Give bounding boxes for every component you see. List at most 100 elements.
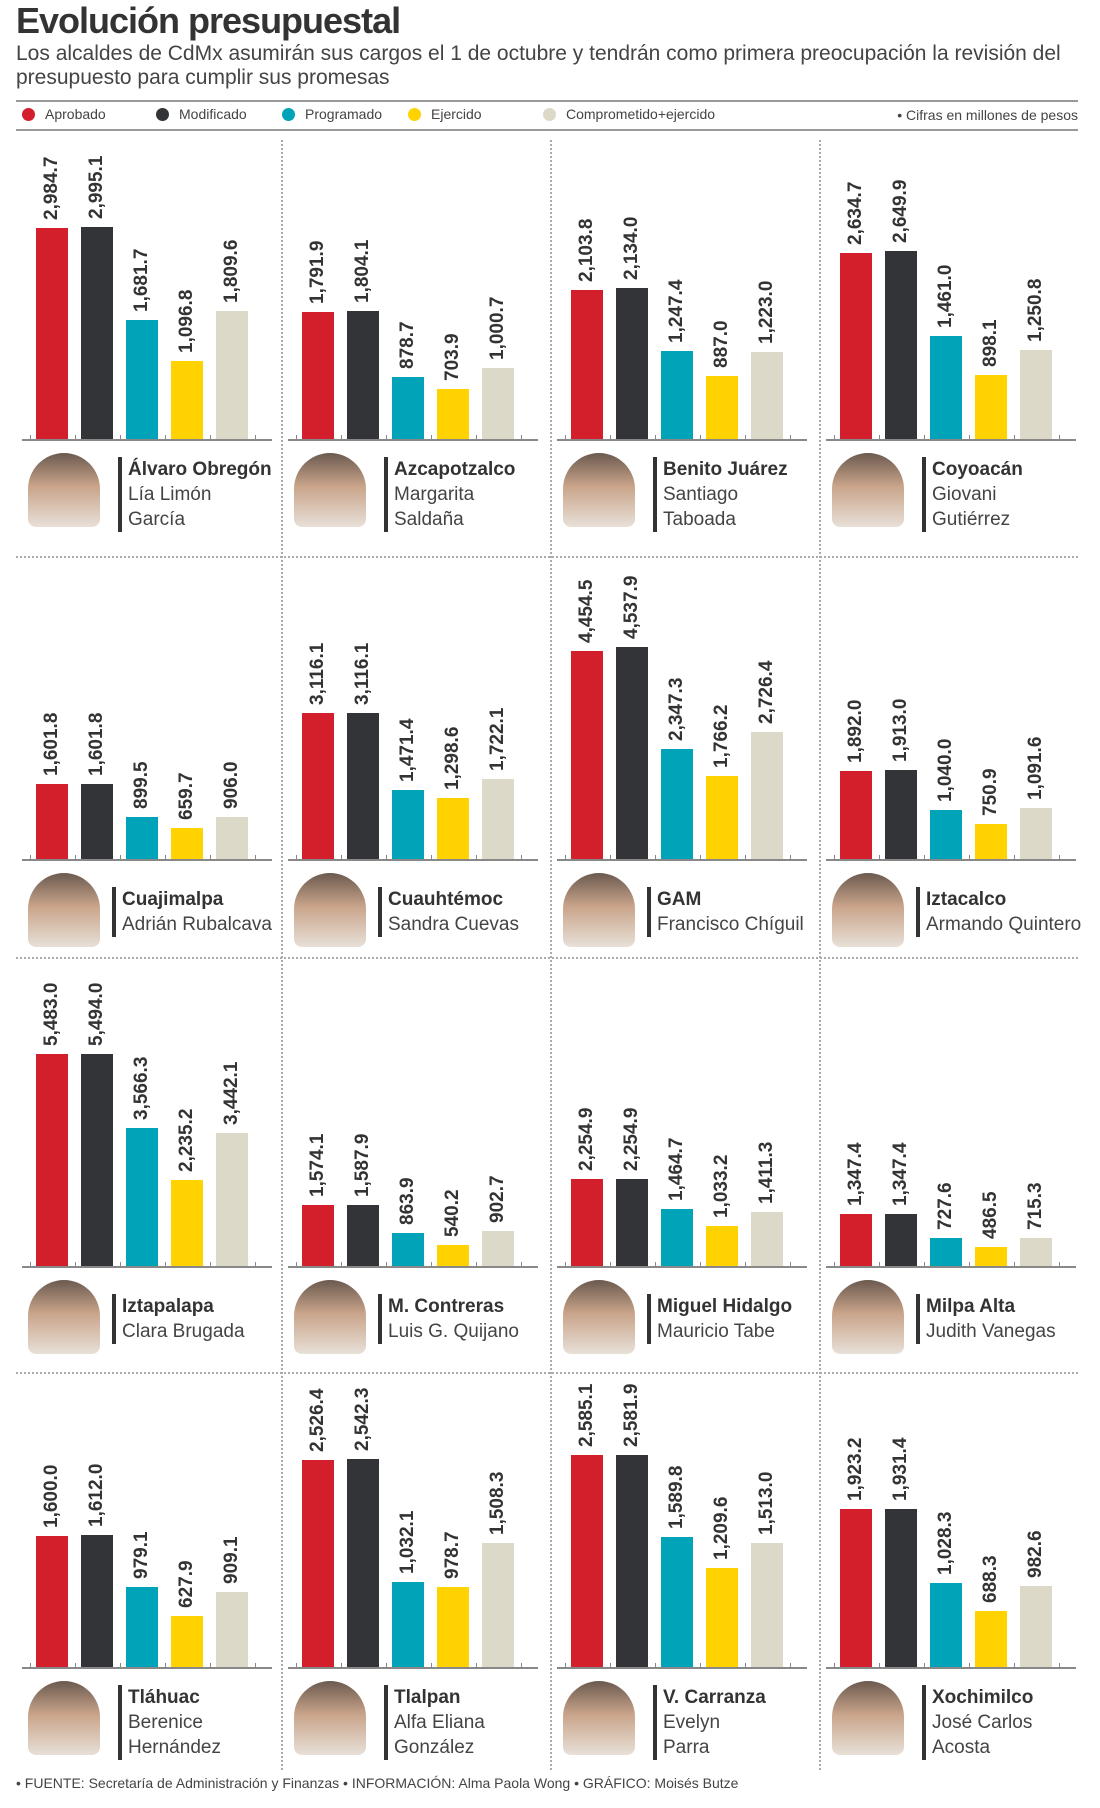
axis-tick [75,1663,76,1668]
axis-tick [255,1262,256,1267]
alcaldia-name: Tlalpan [394,1687,461,1708]
axis-tick [565,855,566,860]
data-label: 1,722.1 [487,707,508,771]
legend: Comprometido+ejercido Ejercido Programado M… [16,106,1078,126]
legend-swatch [282,107,295,121]
mayor-name: Armando Quintero [926,914,1082,935]
axis-tick [834,1663,835,1668]
bar-ejercido [437,798,469,859]
bar-modificado [347,1204,379,1266]
axis-tick [969,1262,970,1267]
axis-tick [431,435,432,440]
name-block: M. Contreras Luis G. Quijano [378,1294,519,1344]
axis-tick [834,435,835,440]
data-label: 1,600.0 [41,1464,62,1528]
x-axis [557,1667,807,1669]
bar-programado [126,816,158,859]
bar-ejercido [975,375,1007,439]
bar-modificado [347,713,379,859]
bar-modificado [81,784,113,859]
data-label: 1,040.0 [935,739,956,803]
axis-tick [296,1663,297,1668]
axis-tick [969,435,970,440]
axis-tick [165,435,166,440]
axis-tick [120,435,121,440]
legend-swatch [22,107,35,121]
bar-comprometido-ejercido [751,731,783,859]
alcaldia-name: M. Contreras [388,1296,505,1317]
data-label: 5,494.0 [86,982,107,1046]
data-label: 1,091.6 [1025,736,1046,800]
axis-tick [296,1262,297,1267]
mayor-name: Luis G. Quijano [388,1321,519,1342]
bar-programado [930,810,962,859]
row-divider [16,1372,1078,1374]
x-axis [288,859,538,861]
mayor-photo [294,873,366,947]
bar-comprometido-ejercido [482,1231,514,1266]
axis-tick [834,1262,835,1267]
data-label: 982.6 [1025,1530,1046,1579]
legend-label: Ejercido [431,106,482,122]
axis-tick [879,1663,880,1668]
alcaldia-name: Cuauhtémoc [388,889,504,910]
data-label: 1,411.3 [756,1141,777,1204]
bar-comprometido-ejercido [482,368,514,439]
axis-tick [476,435,477,440]
data-label: 899.5 [131,761,152,809]
mayor-name: Saldaña [394,509,464,530]
subtitle: Los alcaldes de CdMx asumirán sus cargos… [16,42,1061,89]
data-label: 1,892.0 [845,699,866,763]
axis-tick [745,855,746,860]
x-axis [288,1266,538,1268]
axis-tick [565,1663,566,1668]
data-label: 486.5 [980,1191,1001,1240]
bar-programado [661,1209,693,1266]
name-block: Álvaro Obregón Lía Limón García [118,457,272,532]
axis-tick [296,435,297,440]
data-label: 2,254.9 [621,1107,642,1171]
data-label: 1,601.8 [86,712,107,777]
axis-tick [565,435,566,440]
alcaldia-name: Azcapotzalco [394,459,516,480]
alcaldia-name: Cuajimalpa [122,889,224,910]
x-axis [22,859,272,861]
bar-aprobado [840,1214,872,1266]
name-block: Coyoacán Giovani Gutiérrez [922,457,1023,532]
axis-tick [521,1262,522,1267]
x-axis [826,859,1076,861]
data-label: 1,461.0 [935,264,956,328]
mayor-photo [28,873,100,947]
name-block: Tláhuac Berenice Hernández [118,1685,221,1760]
axis-tick [296,855,297,860]
axis-tick [1059,1262,1060,1267]
data-label: 2,995.1 [86,155,107,219]
mayor-photo [563,453,635,527]
bar-programado [661,1536,693,1667]
data-label: 2,726.4 [756,660,777,724]
bar-ejercido [706,1567,738,1667]
axis-tick [210,1663,211,1668]
units-note: • Cifras en millones de pesos [897,107,1078,123]
axis-tick [1014,1663,1015,1668]
bar-comprometido-ejercido [751,352,783,439]
bar-aprobado [302,713,334,859]
axis-tick [431,1262,432,1267]
data-label: 715.3 [1025,1182,1046,1231]
bar-aprobado [302,1459,334,1667]
axis-tick [924,435,925,440]
data-label: 1,223.0 [756,281,777,345]
mayor-photo [832,873,904,947]
alcaldia-name: Iztacalco [926,889,1007,910]
axis-tick [30,435,31,440]
legend-label: Aprobado [45,106,106,122]
data-label: 1,791.9 [307,240,328,305]
data-label: 1,587.9 [352,1133,373,1197]
legend-label: Comprometido+ejercido [566,106,716,122]
bar-programado [126,1128,158,1266]
mayor-name: Alfa Eliana [394,1712,485,1733]
alcaldia-name: V. Carranza [663,1687,766,1708]
bar-modificado [885,1508,917,1667]
data-label: 1,032.1 [397,1510,418,1575]
axis-tick [521,1663,522,1668]
